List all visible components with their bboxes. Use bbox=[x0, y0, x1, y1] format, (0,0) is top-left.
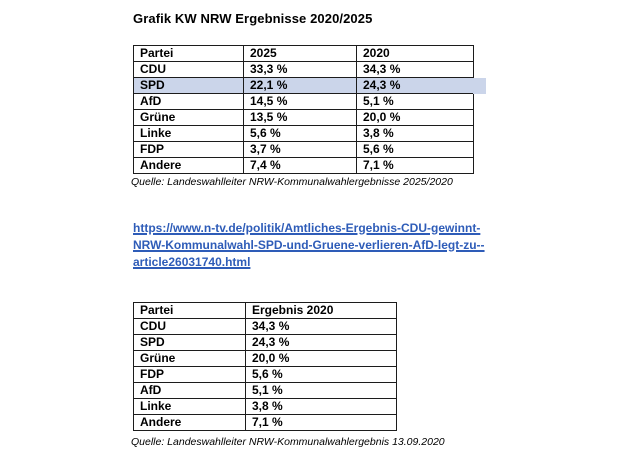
header-2020: 2020 bbox=[356, 45, 474, 62]
table-row: Grüne 13,5 % 20,0 % bbox=[133, 109, 474, 126]
value-cell: 24,3 % bbox=[245, 334, 397, 351]
table-row: Andere 7,4 % 7,1 % bbox=[133, 157, 474, 174]
link-line-3: article26031740.html bbox=[133, 255, 251, 269]
value-2020-cell: 34,3 % bbox=[356, 61, 474, 78]
party-cell: Linke bbox=[133, 398, 246, 415]
table-header-row: Partei Ergebnis 2020 bbox=[133, 302, 397, 319]
link-line-2: NRW-Kommunalwahl-SPD-und-Gruene-verliere… bbox=[133, 238, 485, 252]
value-cell: 5,1 % bbox=[245, 382, 397, 399]
party-cell: SPD bbox=[133, 77, 244, 94]
party-cell: AfD bbox=[133, 93, 244, 110]
value-cell: 5,6 % bbox=[245, 366, 397, 383]
value-2025-cell: 5,6 % bbox=[243, 125, 357, 142]
value-cell: 20,0 % bbox=[245, 350, 397, 367]
party-cell: Andere bbox=[133, 414, 246, 431]
spd-row-highlight-overflow bbox=[473, 78, 486, 94]
table-row: FDP 3,7 % 5,6 % bbox=[133, 141, 474, 158]
table-row: CDU 33,3 % 34,3 % bbox=[133, 61, 474, 78]
value-2025-cell: 7,4 % bbox=[243, 157, 357, 174]
ntv-article-link[interactable]: https://www.n-tv.de/politik/Amtliches-Er… bbox=[133, 220, 493, 271]
table-row: Andere 7,1 % bbox=[133, 414, 397, 431]
table-row: AfD 5,1 % bbox=[133, 382, 397, 399]
party-cell: CDU bbox=[133, 61, 244, 78]
table-row: Grüne 20,0 % bbox=[133, 350, 397, 367]
table1-source-caption: Quelle: Landeswahlleiter NRW-Kommunalwah… bbox=[131, 176, 453, 188]
value-2025-cell: 13,5 % bbox=[243, 109, 357, 126]
table-header-row: Partei 2025 2020 bbox=[133, 45, 474, 62]
results-table-2025-2020: Partei 2025 2020 CDU 33,3 % 34,3 % SPD 2… bbox=[133, 45, 474, 174]
value-2020-cell: 5,6 % bbox=[356, 141, 474, 158]
table-row: SPD 24,3 % bbox=[133, 334, 397, 351]
table-row: AfD 14,5 % 5,1 % bbox=[133, 93, 474, 110]
header-ergebnis-2020: Ergebnis 2020 bbox=[245, 302, 397, 319]
party-cell: Andere bbox=[133, 157, 244, 174]
header-2025: 2025 bbox=[243, 45, 357, 62]
value-cell: 3,8 % bbox=[245, 398, 397, 415]
header-partei: Partei bbox=[133, 45, 244, 62]
party-cell: CDU bbox=[133, 318, 246, 335]
results-table-2020: Partei Ergebnis 2020 CDU 34,3 % SPD 24,3… bbox=[133, 302, 397, 431]
party-cell: Grüne bbox=[133, 109, 244, 126]
value-cell: 34,3 % bbox=[245, 318, 397, 335]
value-2020-cell: 7,1 % bbox=[356, 157, 474, 174]
table-row: CDU 34,3 % bbox=[133, 318, 397, 335]
value-2025-cell: 22,1 % bbox=[243, 77, 357, 94]
value-2020-cell: 24,3 % bbox=[356, 77, 474, 94]
party-cell: Linke bbox=[133, 125, 244, 142]
value-cell: 7,1 % bbox=[245, 414, 397, 431]
value-2025-cell: 14,5 % bbox=[243, 93, 357, 110]
party-cell: AfD bbox=[133, 382, 246, 399]
table2-source-caption: Quelle: Landeswahlleiter NRW-Kommunalwah… bbox=[131, 436, 445, 448]
party-cell: FDP bbox=[133, 366, 246, 383]
header-partei: Partei bbox=[133, 302, 246, 319]
party-cell: Grüne bbox=[133, 350, 246, 367]
table-row: SPD 22,1 % 24,3 % bbox=[133, 77, 474, 94]
table-row: Linke 3,8 % bbox=[133, 398, 397, 415]
value-2020-cell: 5,1 % bbox=[356, 93, 474, 110]
value-2025-cell: 3,7 % bbox=[243, 141, 357, 158]
link-line-1: https://www.n-tv.de/politik/Amtliches-Er… bbox=[133, 221, 481, 235]
value-2025-cell: 33,3 % bbox=[243, 61, 357, 78]
table-row: FDP 5,6 % bbox=[133, 366, 397, 383]
party-cell: FDP bbox=[133, 141, 244, 158]
table-row: Linke 5,6 % 3,8 % bbox=[133, 125, 474, 142]
page-title: Grafik KW NRW Ergebnisse 2020/2025 bbox=[133, 11, 373, 26]
value-2020-cell: 20,0 % bbox=[356, 109, 474, 126]
party-cell: SPD bbox=[133, 334, 246, 351]
value-2020-cell: 3,8 % bbox=[356, 125, 474, 142]
